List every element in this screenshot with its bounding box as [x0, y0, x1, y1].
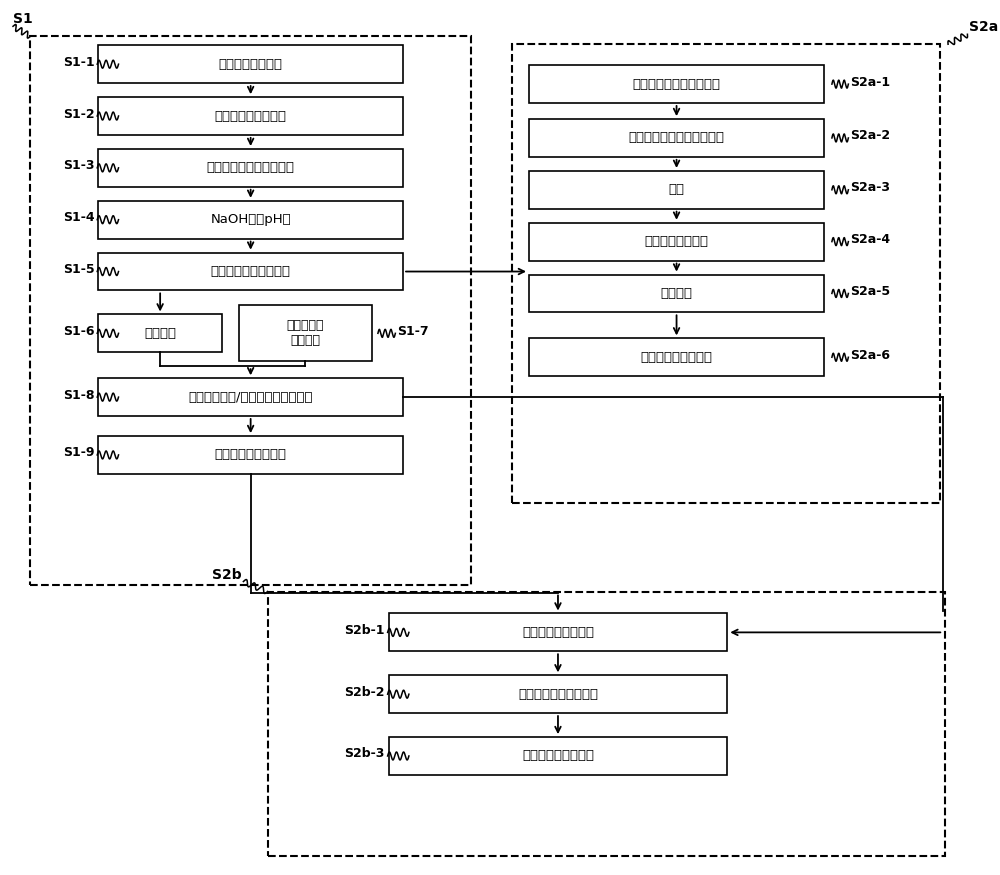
- Text: S1-3: S1-3: [63, 159, 94, 172]
- FancyBboxPatch shape: [529, 171, 824, 209]
- Text: S2a-3: S2a-3: [850, 181, 890, 194]
- FancyBboxPatch shape: [98, 200, 403, 239]
- FancyBboxPatch shape: [98, 46, 403, 83]
- Text: S1-7: S1-7: [397, 325, 429, 338]
- Text: S1-8: S1-8: [63, 388, 94, 402]
- Text: 稀释或浓缩矿化胶原胶冻: 稀释或浓缩矿化胶原胶冻: [633, 78, 721, 91]
- FancyBboxPatch shape: [389, 737, 727, 775]
- FancyBboxPatch shape: [529, 339, 824, 376]
- FancyBboxPatch shape: [389, 613, 727, 651]
- Text: 配制医用高
分子溶液: 配制医用高 分子溶液: [287, 319, 324, 347]
- FancyBboxPatch shape: [239, 305, 372, 361]
- Text: 灣模、冷冻干燥及切割剪裁: 灣模、冷冻干燥及切割剪裁: [629, 131, 725, 144]
- Text: 交联: 交联: [669, 183, 685, 196]
- Text: 冷冻干燥: 冷冻干燥: [144, 327, 176, 340]
- Text: S1-6: S1-6: [63, 325, 94, 338]
- Text: S2a: S2a: [969, 20, 999, 34]
- FancyBboxPatch shape: [529, 65, 824, 103]
- FancyBboxPatch shape: [529, 119, 824, 157]
- FancyBboxPatch shape: [529, 222, 824, 261]
- FancyBboxPatch shape: [98, 97, 403, 135]
- Text: S1-2: S1-2: [63, 108, 94, 121]
- Text: S2a-2: S2a-2: [850, 130, 890, 143]
- Text: 配制矿化胶原/医用高分子混合悬液: 配制矿化胶原/医用高分子混合悬液: [188, 390, 313, 403]
- Text: 冷冻干燥: 冷冻干燥: [661, 287, 693, 300]
- Text: S2b-2: S2b-2: [344, 686, 385, 699]
- Text: S2a-6: S2a-6: [850, 349, 890, 361]
- Text: 配制胶原的酸溶液: 配制胶原的酸溶液: [219, 58, 283, 71]
- Text: NaOH调节pH値: NaOH调节pH値: [210, 214, 291, 227]
- Text: 后处理、清洗和灭菌: 后处理、清洗和灭菌: [522, 750, 594, 762]
- FancyBboxPatch shape: [98, 253, 403, 290]
- FancyBboxPatch shape: [98, 149, 403, 186]
- Text: S2b-1: S2b-1: [344, 624, 385, 637]
- Text: 洗涤以去除交联剂: 洗涤以去除交联剂: [645, 235, 709, 248]
- FancyBboxPatch shape: [529, 275, 824, 312]
- FancyBboxPatch shape: [98, 436, 403, 474]
- Text: S1-4: S1-4: [63, 211, 94, 224]
- Text: S1-9: S1-9: [63, 446, 94, 459]
- Text: 稀释或浓缩混合悬液: 稀释或浓缩混合悬液: [522, 626, 594, 639]
- Text: S2b-3: S2b-3: [344, 747, 385, 760]
- FancyBboxPatch shape: [98, 378, 403, 416]
- Text: 灣模、干燥及切割剪裁: 灣模、干燥及切割剪裁: [518, 688, 598, 701]
- Text: 后处理、清洗和灭菌: 后处理、清洗和灭菌: [641, 351, 713, 364]
- Text: 冷冻干燥及真空干燥: 冷冻干燥及真空干燥: [215, 449, 287, 461]
- Text: S1-1: S1-1: [63, 56, 94, 69]
- Text: S2a-1: S2a-1: [850, 75, 890, 88]
- Text: 加入含磷酸根离子的溶液: 加入含磷酸根离子的溶液: [207, 161, 295, 174]
- Text: S1: S1: [13, 12, 33, 26]
- Text: S2a-5: S2a-5: [850, 285, 890, 298]
- Text: S1-5: S1-5: [63, 263, 94, 276]
- FancyBboxPatch shape: [98, 314, 222, 353]
- Text: 加入含钒离子的溶液: 加入含钒离子的溶液: [215, 109, 287, 123]
- Text: S2a-4: S2a-4: [850, 233, 890, 246]
- Text: S2b: S2b: [212, 568, 241, 582]
- FancyBboxPatch shape: [389, 676, 727, 713]
- Text: 沉淠分离、洗涤并浓缩: 沉淠分离、洗涤并浓缩: [211, 265, 291, 278]
